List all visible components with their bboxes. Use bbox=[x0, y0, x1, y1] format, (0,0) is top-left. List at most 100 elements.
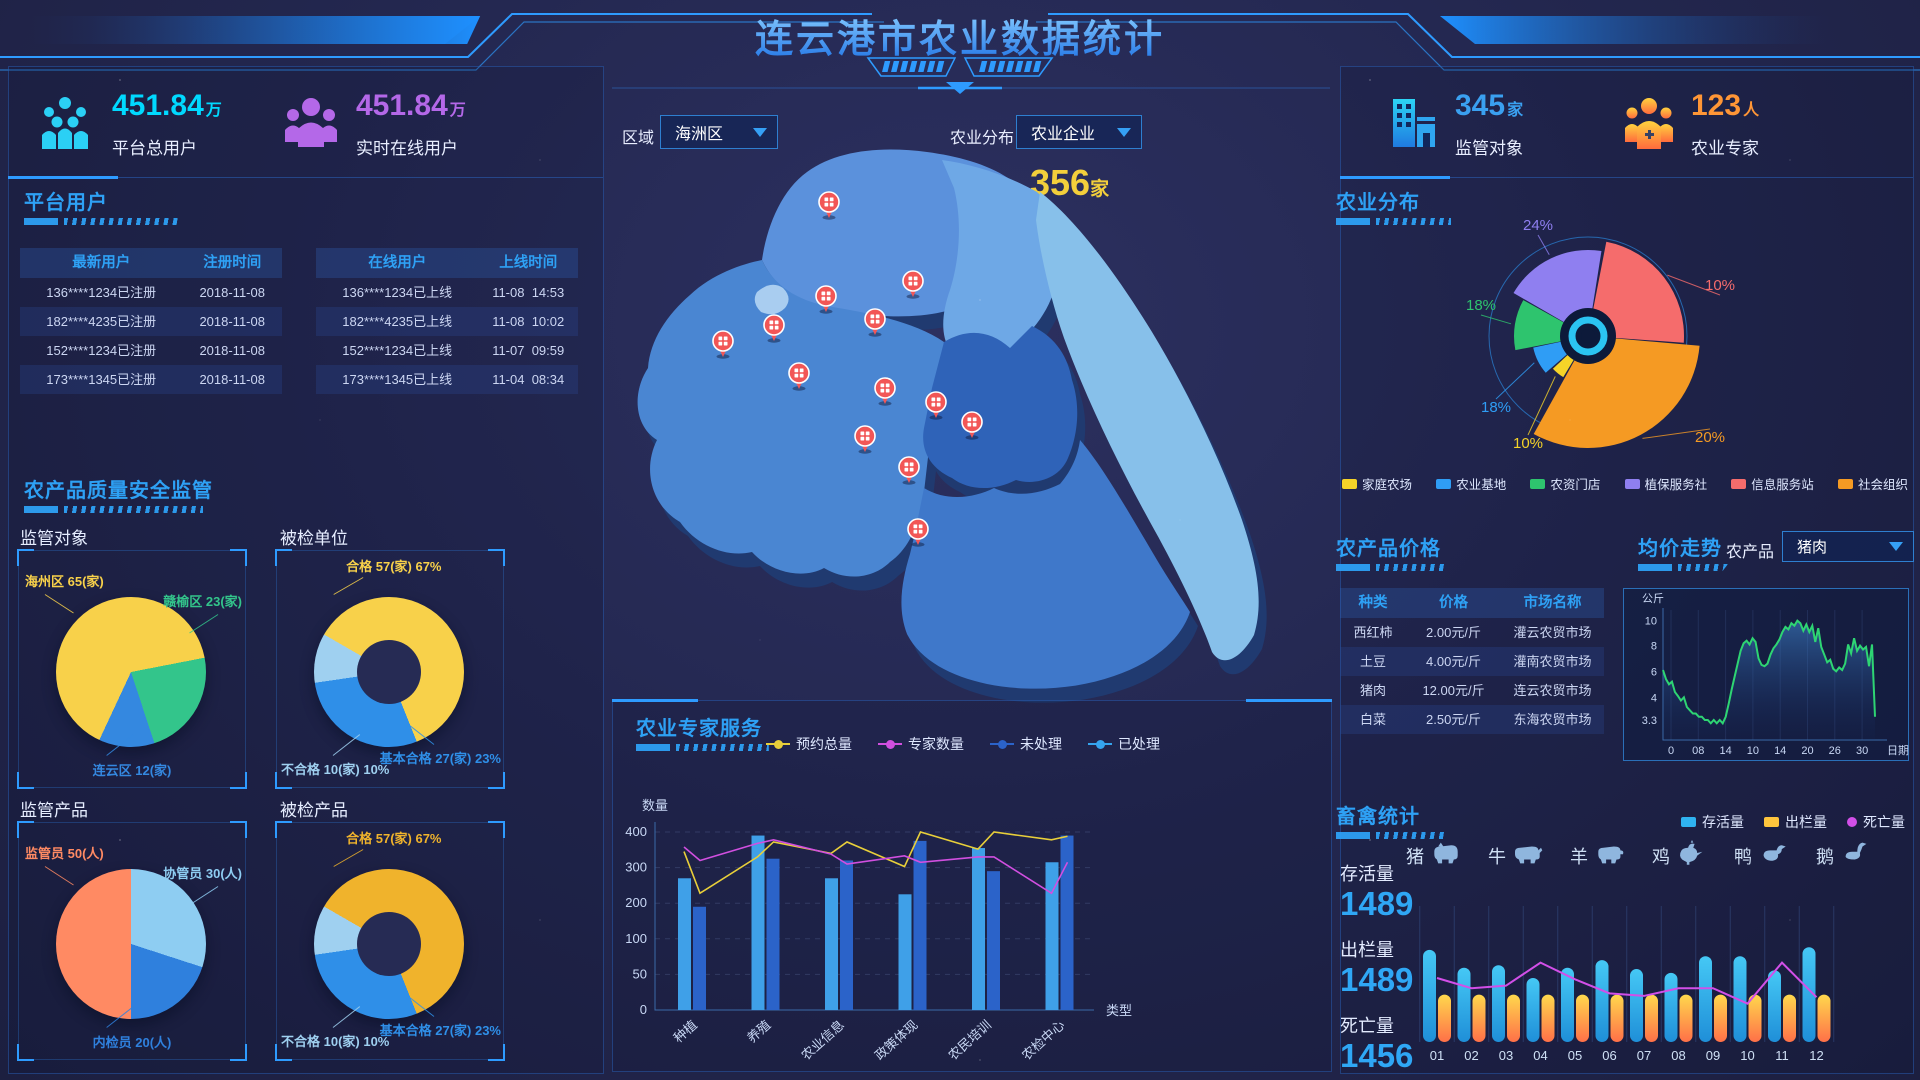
pie-title-supervise-product: 监管产品 bbox=[20, 801, 88, 820]
stat-supervised: 345 家 监管对象 bbox=[1389, 91, 1523, 159]
corner-icon bbox=[488, 772, 505, 789]
bar-出栏量 bbox=[1576, 994, 1589, 1042]
corner-icon bbox=[275, 821, 292, 838]
map-region bbox=[754, 284, 789, 315]
map-pin[interactable] bbox=[763, 314, 785, 343]
corner-icon bbox=[230, 772, 247, 789]
livestock-legend: 存活量 出栏量 死亡量 bbox=[1600, 812, 1905, 832]
chart-box-checked-units: 合格 57(家) 67% 基本合格 27(家) 23% 不合格 10(家) 10% bbox=[275, 549, 505, 789]
bar-存活量 bbox=[1423, 949, 1436, 1042]
distribution-rose-chart: 10% 18% 18% 24% 10% 20% bbox=[1466, 217, 1735, 452]
legend-item[interactable]: 已处理 bbox=[1088, 734, 1160, 754]
map-pin[interactable] bbox=[788, 362, 810, 391]
map-pin[interactable] bbox=[925, 391, 947, 420]
map-pin[interactable] bbox=[864, 308, 886, 337]
legend-item[interactable]: 专家数量 bbox=[878, 734, 964, 754]
animal-icon bbox=[1512, 840, 1544, 871]
corner-icon bbox=[488, 549, 505, 566]
legend-item[interactable]: 植保服务社 bbox=[1624, 474, 1707, 493]
legend-label: 信息服务站 bbox=[1751, 478, 1814, 492]
map-pin[interactable] bbox=[874, 377, 896, 406]
bar-存活量 bbox=[1733, 956, 1747, 1042]
legend-label: 预约总量 bbox=[796, 736, 852, 752]
legend-swatch bbox=[1764, 817, 1779, 827]
product-select[interactable]: 猪肉 bbox=[1782, 531, 1914, 562]
pie-label: 基本合格 27(家) 23% bbox=[380, 1020, 501, 1039]
bar-存活量 bbox=[1699, 956, 1712, 1042]
legend-item[interactable]: 信息服务站 bbox=[1731, 474, 1814, 493]
bar-未处理 bbox=[1060, 835, 1074, 1010]
table-row: 182****4235已注册 2018-11-08 bbox=[20, 307, 282, 336]
table-cell: 182****4235已上线 bbox=[342, 314, 453, 329]
chart-box-supervise-product: 监管员 50(人) 协管员 30(人) 内检员 20(人) bbox=[17, 821, 247, 1061]
region-select[interactable]: 海洲区 bbox=[660, 115, 778, 149]
experts-icon bbox=[1623, 96, 1675, 155]
svg-text:05: 05 bbox=[1568, 1048, 1582, 1063]
stat-value: 451.84 bbox=[356, 89, 448, 122]
legend-label: 出栏量 bbox=[1785, 814, 1827, 830]
svg-text:11: 11 bbox=[1775, 1048, 1789, 1063]
bar-出栏量 bbox=[1541, 994, 1555, 1042]
livestock-stat-label: 死亡量 bbox=[1340, 1016, 1394, 1036]
legend-item[interactable]: 死亡量 bbox=[1847, 812, 1905, 832]
map-region bbox=[762, 149, 1013, 317]
section-title-trend: 均价走势 bbox=[1638, 538, 1722, 560]
corner-icon bbox=[17, 821, 34, 838]
svg-text:08: 08 bbox=[1692, 745, 1704, 757]
map-pin[interactable] bbox=[854, 425, 876, 454]
column-header: 种类 bbox=[1358, 595, 1388, 611]
animal-name: 鹅 bbox=[1816, 846, 1834, 867]
legend-swatch bbox=[1436, 478, 1452, 489]
chart-box-checked-products: 合格 57(家) 67% 基本合格 27(家) 23% 不合格 10(家) 10% bbox=[275, 821, 505, 1061]
section-title-price: 农产品价格 bbox=[1336, 538, 1441, 560]
title-underline bbox=[636, 744, 796, 751]
svg-text:10: 10 bbox=[1645, 616, 1657, 628]
map-pin[interactable] bbox=[898, 456, 920, 485]
rose-percent-label: 24% bbox=[1523, 217, 1553, 234]
legend-item[interactable]: 预约总量 bbox=[766, 734, 852, 754]
table-cell: 11-07 09:59 bbox=[492, 343, 565, 358]
legend-label: 家庭农场 bbox=[1362, 478, 1413, 492]
legend-item[interactable]: 存活量 bbox=[1681, 812, 1744, 832]
page-title: 连云港市农业数据统计 bbox=[0, 8, 1920, 63]
bar-存活量 bbox=[1595, 960, 1609, 1042]
svg-text:01: 01 bbox=[1430, 1048, 1444, 1063]
table-cell: 连云农贸市场 bbox=[1513, 683, 1592, 698]
legend-item[interactable]: 农业基地 bbox=[1436, 474, 1506, 493]
stat-online-users: 451.84 万 实时在线用户 bbox=[282, 91, 466, 159]
svg-text:日期: 日期 bbox=[1887, 744, 1909, 757]
legend-item[interactable]: 农资门店 bbox=[1530, 474, 1600, 493]
table-cell: 136****1234已上线 bbox=[342, 285, 453, 300]
bar-已处理 bbox=[972, 848, 985, 1010]
legend-item[interactable]: 出栏量 bbox=[1764, 812, 1827, 832]
svg-text:04: 04 bbox=[1533, 1048, 1547, 1063]
donut-chart-checked-products bbox=[314, 869, 464, 1019]
pie-chart-supervise-product bbox=[56, 869, 206, 1019]
svg-text:02: 02 bbox=[1464, 1048, 1478, 1063]
map-pin[interactable] bbox=[818, 191, 840, 220]
animal-icon bbox=[1676, 840, 1708, 871]
legend-item[interactable]: 社会组织 bbox=[1837, 474, 1908, 493]
svg-text:03: 03 bbox=[1499, 1048, 1513, 1063]
table-cell: 2018-11-08 bbox=[199, 372, 265, 387]
bar-已处理 bbox=[678, 878, 691, 1010]
pie-label: 赣榆区 23(家) bbox=[163, 591, 242, 610]
online-table: 在线用户 上线时间 136****1234已上线 11-08 14:53 182****… bbox=[316, 248, 578, 394]
map-pin[interactable] bbox=[712, 330, 734, 359]
bar-出栏量 bbox=[1472, 994, 1486, 1042]
svg-text:08: 08 bbox=[1671, 1048, 1685, 1063]
users-icon bbox=[34, 95, 96, 156]
expert-legend: 预约总量 专家数量 未处理 已处理 bbox=[766, 734, 1160, 754]
table-row: 西红柿 2.00元/斤 灌云农贸市场 bbox=[1340, 618, 1604, 647]
map-pin[interactable] bbox=[961, 411, 983, 440]
dist-select[interactable]: 农业企业 bbox=[1016, 115, 1142, 149]
title-underline bbox=[1336, 832, 1456, 839]
map-pin[interactable] bbox=[815, 285, 837, 314]
svg-text:30: 30 bbox=[1856, 745, 1868, 757]
map-pin[interactable] bbox=[902, 270, 924, 299]
chevron-down-icon bbox=[1117, 127, 1131, 137]
map-pin[interactable] bbox=[907, 518, 929, 547]
legend-item[interactable]: 未处理 bbox=[990, 734, 1062, 754]
legend-item[interactable]: 家庭农场 bbox=[1342, 474, 1412, 493]
legend-swatch bbox=[1342, 478, 1357, 489]
